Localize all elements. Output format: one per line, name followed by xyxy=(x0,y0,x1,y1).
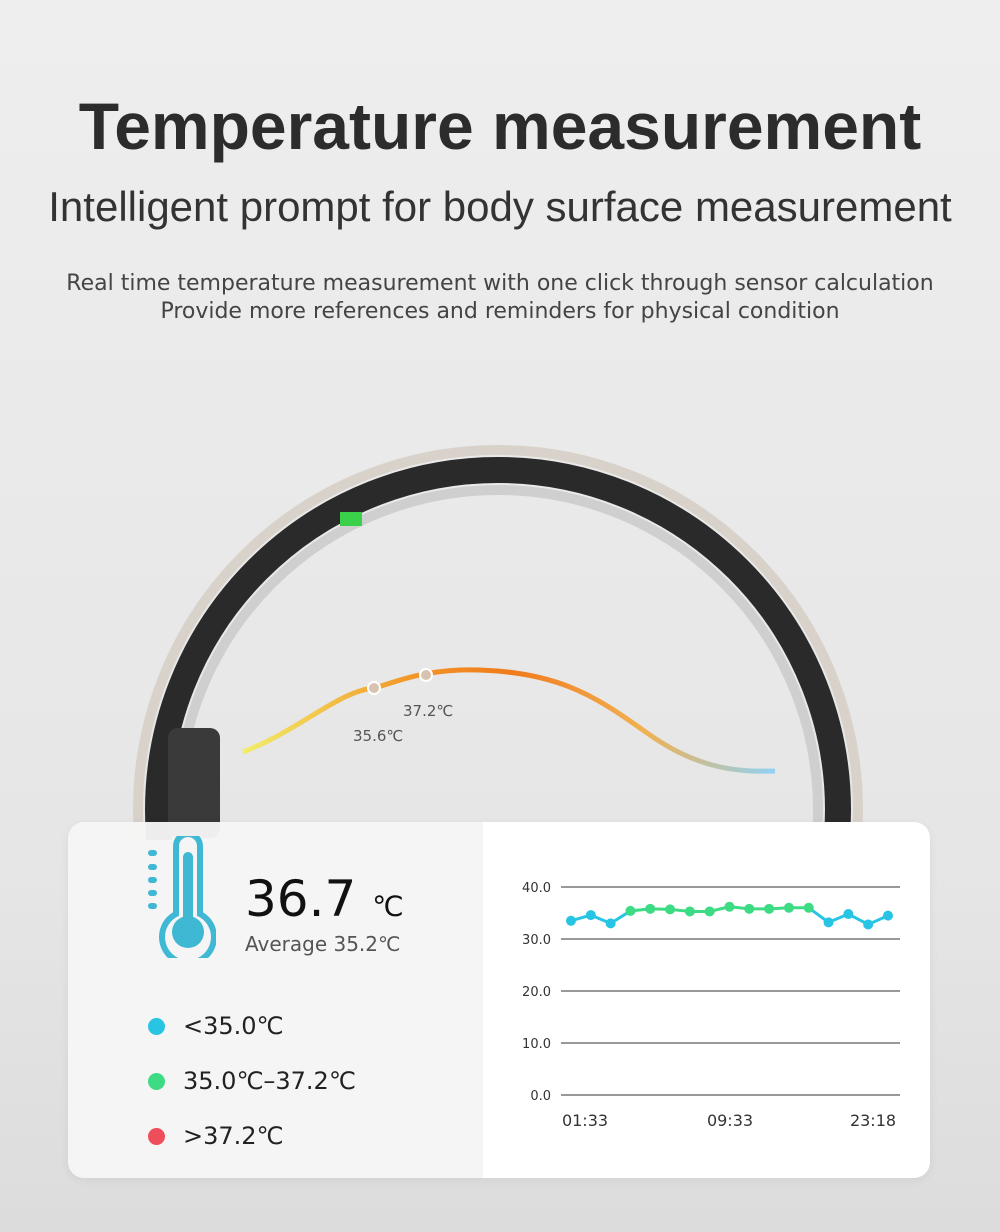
x-tick-label: 09:33 xyxy=(707,1111,753,1130)
temperature-unit: ℃ xyxy=(372,890,404,923)
description-line: Real time temperature measurement with o… xyxy=(66,271,934,296)
data-point xyxy=(883,910,893,921)
y-tick-label: 10.0 xyxy=(522,1037,551,1052)
temperature-chart: 0.0 10.0 20.0 30.0 40.0 01:33 09:33 23:18 xyxy=(522,881,900,1130)
legend-dot xyxy=(148,1017,165,1035)
current-temperature: 36.7 ℃ xyxy=(245,870,404,928)
data-point xyxy=(863,919,874,930)
ring-sensor xyxy=(168,728,220,838)
y-tick-label: 20.0 xyxy=(522,985,551,1000)
curve-label-low: 35.6℃ xyxy=(353,727,403,745)
data-point xyxy=(704,906,715,917)
description-line: Provide more references and reminders fo… xyxy=(160,299,840,324)
data-point xyxy=(744,903,755,914)
data-point xyxy=(625,905,636,916)
data-point xyxy=(566,915,576,926)
data-point xyxy=(764,903,775,914)
legend-label: <35.0℃ xyxy=(183,1012,284,1040)
data-point xyxy=(803,902,814,913)
y-tick-label: 0.0 xyxy=(530,1089,551,1104)
legend-label: 35.0℃–37.2℃ xyxy=(183,1067,356,1095)
x-tick-label: 23:18 xyxy=(850,1111,896,1130)
curve-point xyxy=(419,668,433,682)
average-temperature: Average 35.2℃ xyxy=(245,932,401,956)
legend-item: <35.0℃ xyxy=(148,1012,284,1040)
data-point xyxy=(724,901,735,912)
ring-illustration: 35.6℃ 37.2℃ xyxy=(133,445,863,840)
temperature-value: 36.7 xyxy=(245,870,357,928)
data-point xyxy=(684,906,695,917)
description: Real time temperature measurement with o… xyxy=(0,270,1000,326)
x-tick-label: 01:33 xyxy=(562,1111,608,1130)
legend-item: 35.0℃–37.2℃ xyxy=(148,1067,356,1095)
data-point xyxy=(823,917,834,928)
data-point xyxy=(645,903,656,914)
data-point xyxy=(665,904,676,915)
thermometer-icon xyxy=(148,836,216,958)
chart-panel: 0.0 10.0 20.0 30.0 40.0 01:33 09:33 23:18 xyxy=(483,822,930,1178)
y-tick-label: 40.0 xyxy=(522,881,551,896)
measurement-card: 36.7 ℃ Average 35.2℃ <35.0℃ 35.0℃–37.2℃ … xyxy=(68,822,930,1178)
legend-dot xyxy=(148,1072,165,1090)
reading-panel: 36.7 ℃ Average 35.2℃ <35.0℃ 35.0℃–37.2℃ … xyxy=(68,822,483,1178)
y-tick-label: 30.0 xyxy=(522,933,551,948)
data-point xyxy=(605,918,616,929)
ring-outer xyxy=(133,445,863,840)
curve-label-high: 37.2℃ xyxy=(403,702,453,720)
data-point xyxy=(585,910,596,921)
data-point xyxy=(783,902,794,913)
page-title: Temperature measurement xyxy=(78,89,922,163)
legend-label: >37.2℃ xyxy=(183,1122,284,1150)
legend-dot xyxy=(148,1127,165,1145)
ring-band xyxy=(145,457,851,840)
page-subtitle: Intelligent prompt for body surface meas… xyxy=(48,183,952,230)
curve-point xyxy=(367,681,381,695)
temperature-curve xyxy=(242,667,776,774)
legend-item: >37.2℃ xyxy=(148,1122,284,1150)
data-point xyxy=(843,909,854,920)
ring-led xyxy=(340,512,362,526)
